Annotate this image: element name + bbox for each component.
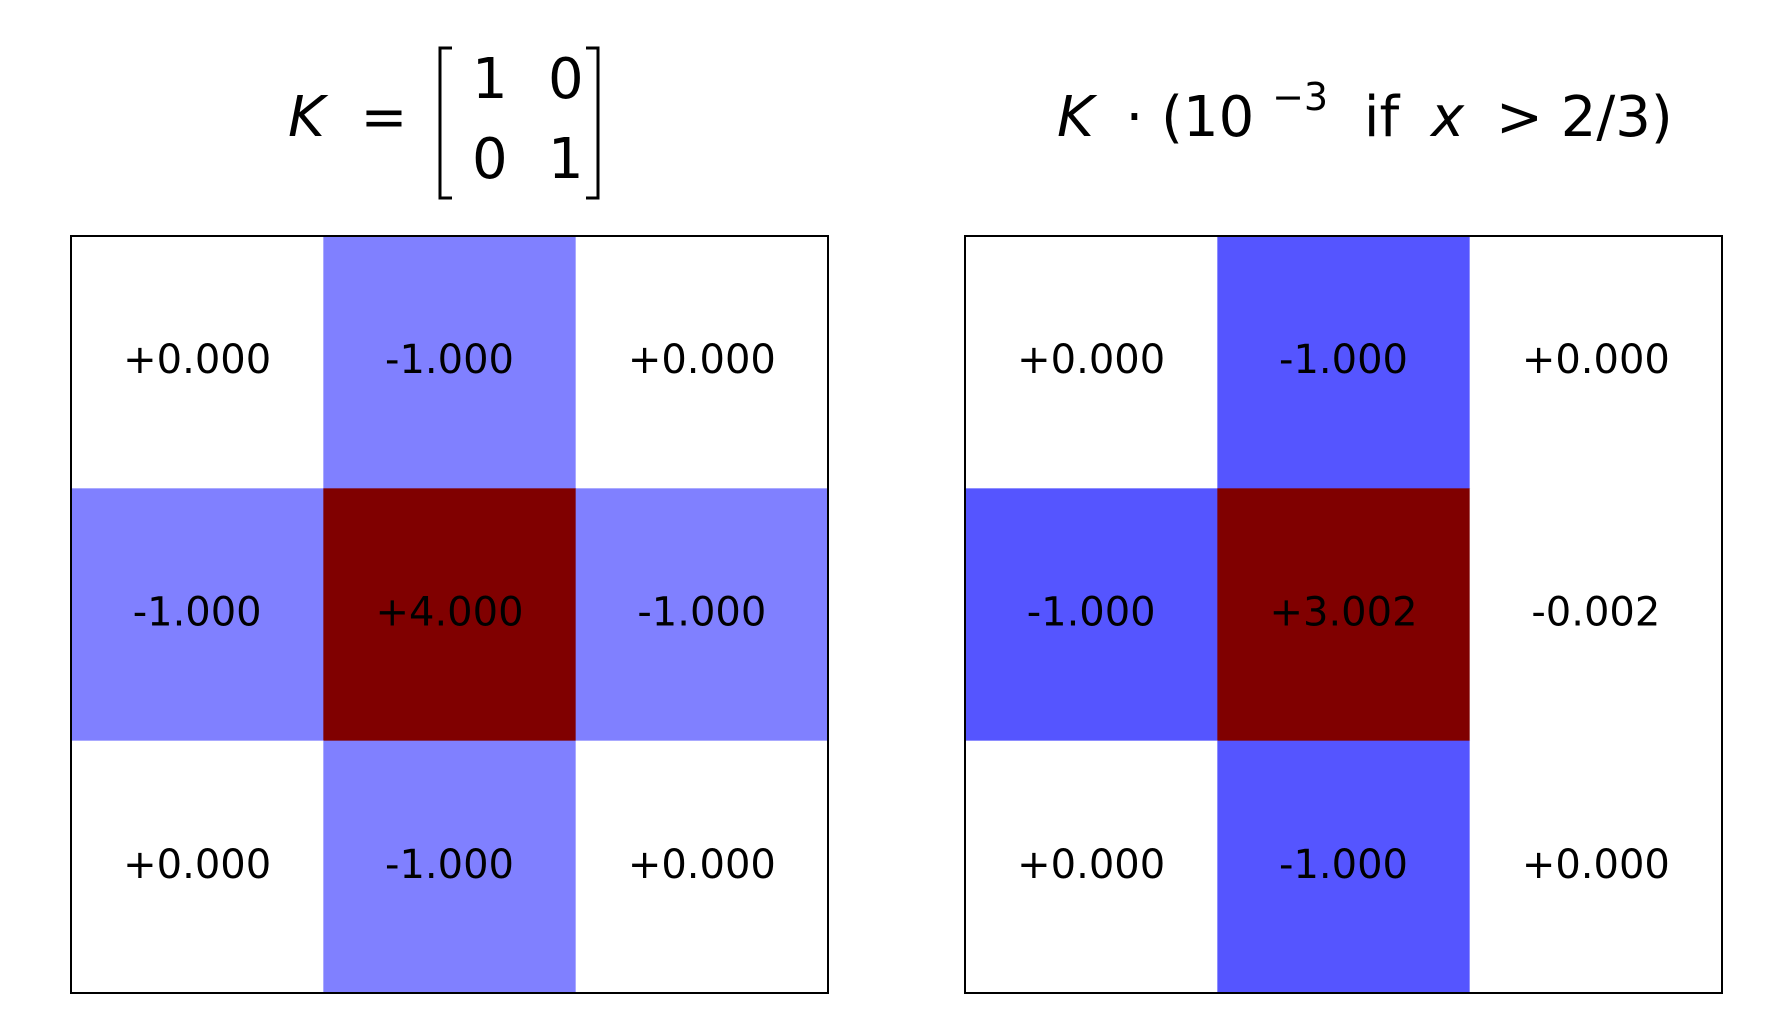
title-equals: =: [361, 85, 408, 150]
cell-label: -1.000: [385, 842, 514, 888]
heatmap-cell: [575, 740, 829, 994]
heatmap-cell: [1217, 488, 1471, 742]
heatmap-cell: [1217, 236, 1471, 489]
cell-label: +3.002: [1269, 590, 1417, 636]
plots: +0.000 -1.000 +0.000 -1.000 +4.000 -1.000 +0.0…: [70, 235, 1723, 994]
title-text: > 2/3): [1496, 85, 1673, 150]
heatmap-cell: [71, 740, 324, 994]
title-text: if: [1364, 85, 1401, 150]
cell-label: +0.000: [123, 337, 271, 383]
matrix-entry: 0: [548, 47, 584, 112]
heatmap-cell: [575, 488, 829, 742]
matrix-entry: 1: [548, 127, 584, 192]
title-superscript: −3: [1272, 75, 1328, 119]
cell-label: +0.000: [1522, 842, 1670, 888]
heatmap-cell: [965, 740, 1218, 994]
heatmap-cell: [965, 488, 1218, 742]
plot-frame: [964, 235, 1723, 994]
bracket: [438, 46, 452, 200]
cell-label: +0.000: [123, 842, 271, 888]
heatmap-cell: [323, 236, 577, 489]
cell-label: +0.000: [1522, 337, 1670, 383]
bracket: [586, 46, 600, 200]
title-symbol: K: [288, 85, 329, 150]
heatmap-cell: [323, 488, 577, 742]
title: K =: [288, 85, 407, 150]
title: K · (10 −3 if x > 2/3): [1057, 59, 1673, 150]
cell-label: +0.000: [628, 842, 776, 888]
heatmap-cell: [1469, 740, 1723, 994]
matrix-entry: 1: [472, 47, 508, 112]
cell-label: -1.000: [1279, 337, 1408, 383]
heatmap-cell: [1469, 488, 1723, 742]
heatmap-cell: [71, 236, 324, 489]
heatmap-cell: [71, 488, 324, 742]
title-symbol: K: [1057, 85, 1098, 150]
cell-label: -1.000: [385, 337, 514, 383]
heatmap-cell: [965, 236, 1218, 489]
title-variable: x: [1429, 85, 1465, 150]
cell-label: -0.002: [1531, 590, 1660, 636]
cell-label: +0.000: [1017, 842, 1165, 888]
cell-label: +0.000: [628, 337, 776, 383]
heatmap-cell: [1469, 236, 1723, 489]
heatmap-cell: [1217, 740, 1471, 994]
cell-label: -1.000: [1027, 590, 1156, 636]
plot-frame: [70, 235, 829, 994]
cell-label: +4.000: [375, 590, 523, 636]
title-text: · (10: [1126, 85, 1255, 150]
cell-label: -1.000: [637, 590, 766, 636]
cell-label: -1.000: [1279, 842, 1408, 888]
cell-label: -1.000: [133, 590, 262, 636]
heatmap-cell: [323, 740, 577, 994]
heatmap-cell: [575, 236, 829, 489]
cell-label: +0.000: [1017, 337, 1165, 383]
matrix-entry: 0: [472, 127, 508, 192]
